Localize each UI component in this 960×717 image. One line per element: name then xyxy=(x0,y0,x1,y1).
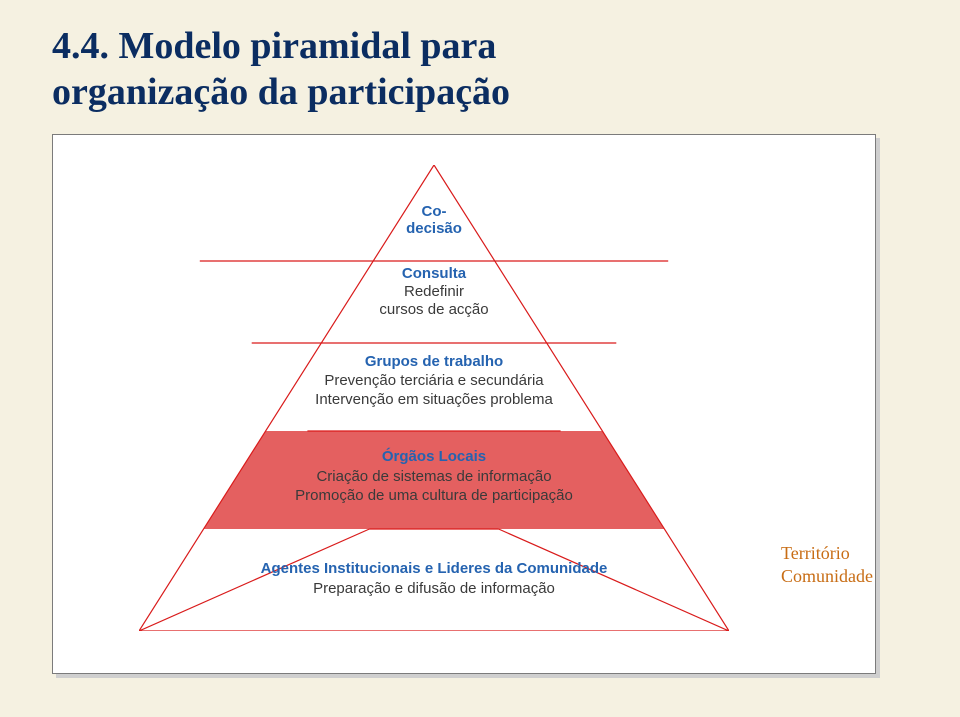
pyramid-level-2-title: Consulta xyxy=(139,265,729,283)
pyramid-level-3-body-1: Intervenção em situações problema xyxy=(139,391,729,410)
pyramid-level-4-title: Órgãos Locais xyxy=(139,447,729,467)
pyramid-level-3-text: Grupos de trabalho Prevenção terciária e… xyxy=(139,353,729,409)
heading-line1: 4.4. Modelo piramidal para xyxy=(52,25,496,67)
context-label: Território Comunidade xyxy=(781,542,873,587)
pyramid-level-5-body-0: Preparação e difusão de informação xyxy=(139,579,729,599)
context-label-line1: Território xyxy=(781,542,873,565)
pyramid-level-3-title: Grupos de trabalho xyxy=(139,353,729,372)
pyramid-level-5-title: Agentes Institucionais e Lideres da Comu… xyxy=(139,559,729,579)
pyramid-level-4-body-1: Promoção de uma cultura de participação xyxy=(139,486,729,506)
content-frame: Co- decisão Consulta Redefinir cursos de… xyxy=(52,134,876,674)
pyramid-level-1-text: Co- decisão xyxy=(139,203,729,238)
pyramid-level-2-text: Consulta Redefinir cursos de acção xyxy=(139,265,729,319)
pyramid-level-2-body-1: cursos de acção xyxy=(139,301,729,319)
context-label-line2: Comunidade xyxy=(781,565,873,588)
pyramid-level-5-text: Agentes Institucionais e Lideres da Comu… xyxy=(139,559,729,600)
page-heading: 4.4. Modelo piramidal para organização d… xyxy=(52,24,510,115)
pyramid-level-4-text: Órgãos Locais Criação de sistemas de inf… xyxy=(139,447,729,506)
pyramid-level-3-body-0: Prevenção terciária e secundária xyxy=(139,372,729,391)
pyramid-level-2-body-0: Redefinir xyxy=(139,283,729,301)
pyramid-level-4-body-0: Criação de sistemas de informação xyxy=(139,467,729,487)
heading-line2: organização da participação xyxy=(52,71,510,113)
pyramid-level-1-title: Co- decisão xyxy=(139,203,729,238)
